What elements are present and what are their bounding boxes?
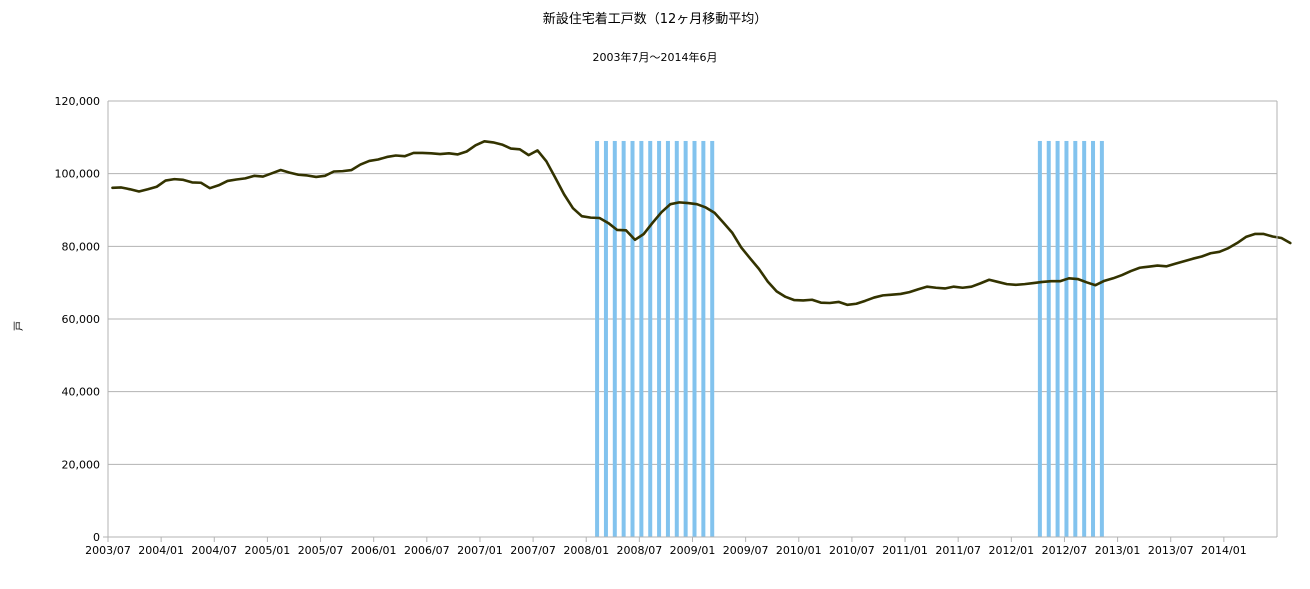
x-tick-label: 2008/07 [617, 544, 663, 557]
x-tick-label: 2004/07 [191, 544, 237, 557]
shaded-period-bar [1064, 140, 1069, 537]
shaded-period-bar [1099, 140, 1104, 537]
shaded-period-bar [648, 140, 653, 537]
x-tick-label: 2010/01 [776, 544, 822, 557]
x-tick-label: 2014/01 [1201, 544, 1247, 557]
shaded-period-bar [657, 140, 662, 537]
axes [103, 101, 1278, 542]
x-tick-label: 2004/01 [138, 544, 184, 557]
shaded-period-bar [674, 140, 679, 537]
x-tick-label: 2008/01 [563, 544, 609, 557]
x-tick-label: 2011/07 [935, 544, 981, 557]
x-tick-label: 2005/01 [245, 544, 291, 557]
shaded-period-bar [692, 140, 697, 537]
shaded-period-bar [595, 140, 600, 537]
x-tick-label: 2012/01 [988, 544, 1034, 557]
y-tick-label: 40,000 [62, 386, 101, 399]
x-tick-label: 2010/07 [829, 544, 875, 557]
chart-title: 新設住宅着工戸数（12ヶ月移動平均） [543, 11, 768, 27]
shaded-period-bar [603, 140, 608, 537]
shaded-period-bar [639, 140, 644, 537]
y-tick-label: 0 [93, 531, 100, 544]
shaded-period-bar [1055, 140, 1060, 537]
shaded-period-bar [1046, 140, 1051, 537]
y-tick-label: 60,000 [62, 313, 101, 326]
x-tick-labels: 2003/07 2004/01 2004/07 2005/01 2005/07 2006/… [85, 544, 1247, 557]
x-tick-label: 2006/01 [351, 544, 397, 557]
shaded-period-bar [1037, 140, 1042, 537]
series-line [111, 140, 1292, 307]
shaded-period-bar [1091, 140, 1096, 537]
shaded-period-bar [630, 140, 635, 537]
y-tick-label: 100,000 [55, 168, 101, 181]
y-tick-label: 120,000 [55, 95, 101, 108]
y-tick-labels: 0 20,000 40,000 60,000 80,000 100,000 120,000 [55, 95, 101, 544]
x-tick-label: 2006/07 [404, 544, 450, 557]
shaded-period-bar [621, 140, 626, 537]
x-tick-label: 2013/07 [1148, 544, 1194, 557]
shaded-period-bar [1073, 140, 1078, 537]
shaded-period-bar [1082, 140, 1087, 537]
x-tick-label: 2007/07 [510, 544, 556, 557]
shaded-period-bar [710, 140, 715, 537]
chart-subtitle: 2003年7月～2014年6月 [593, 50, 718, 64]
shaded-periods [595, 140, 1104, 537]
x-tick-label: 2011/01 [882, 544, 928, 557]
shaded-period-bar [665, 140, 670, 537]
x-tick-label: 2003/07 [85, 544, 131, 557]
x-tick-label: 2012/07 [1042, 544, 1088, 557]
y-tick-label: 20,000 [62, 458, 101, 471]
y-tick-label: 80,000 [62, 240, 101, 253]
series-layer [111, 140, 1292, 307]
x-tick-label: 2007/01 [457, 544, 503, 557]
x-tick-label: 2009/07 [723, 544, 769, 557]
x-tick-label: 2013/01 [1095, 544, 1141, 557]
shaded-period-bar [612, 140, 617, 537]
x-tick-label: 2009/01 [670, 544, 716, 557]
shaded-period-bar [701, 140, 706, 537]
x-tick-label: 2005/07 [298, 544, 344, 557]
shaded-period-bar [683, 140, 688, 537]
y-axis-label: 戸 [13, 321, 25, 331]
